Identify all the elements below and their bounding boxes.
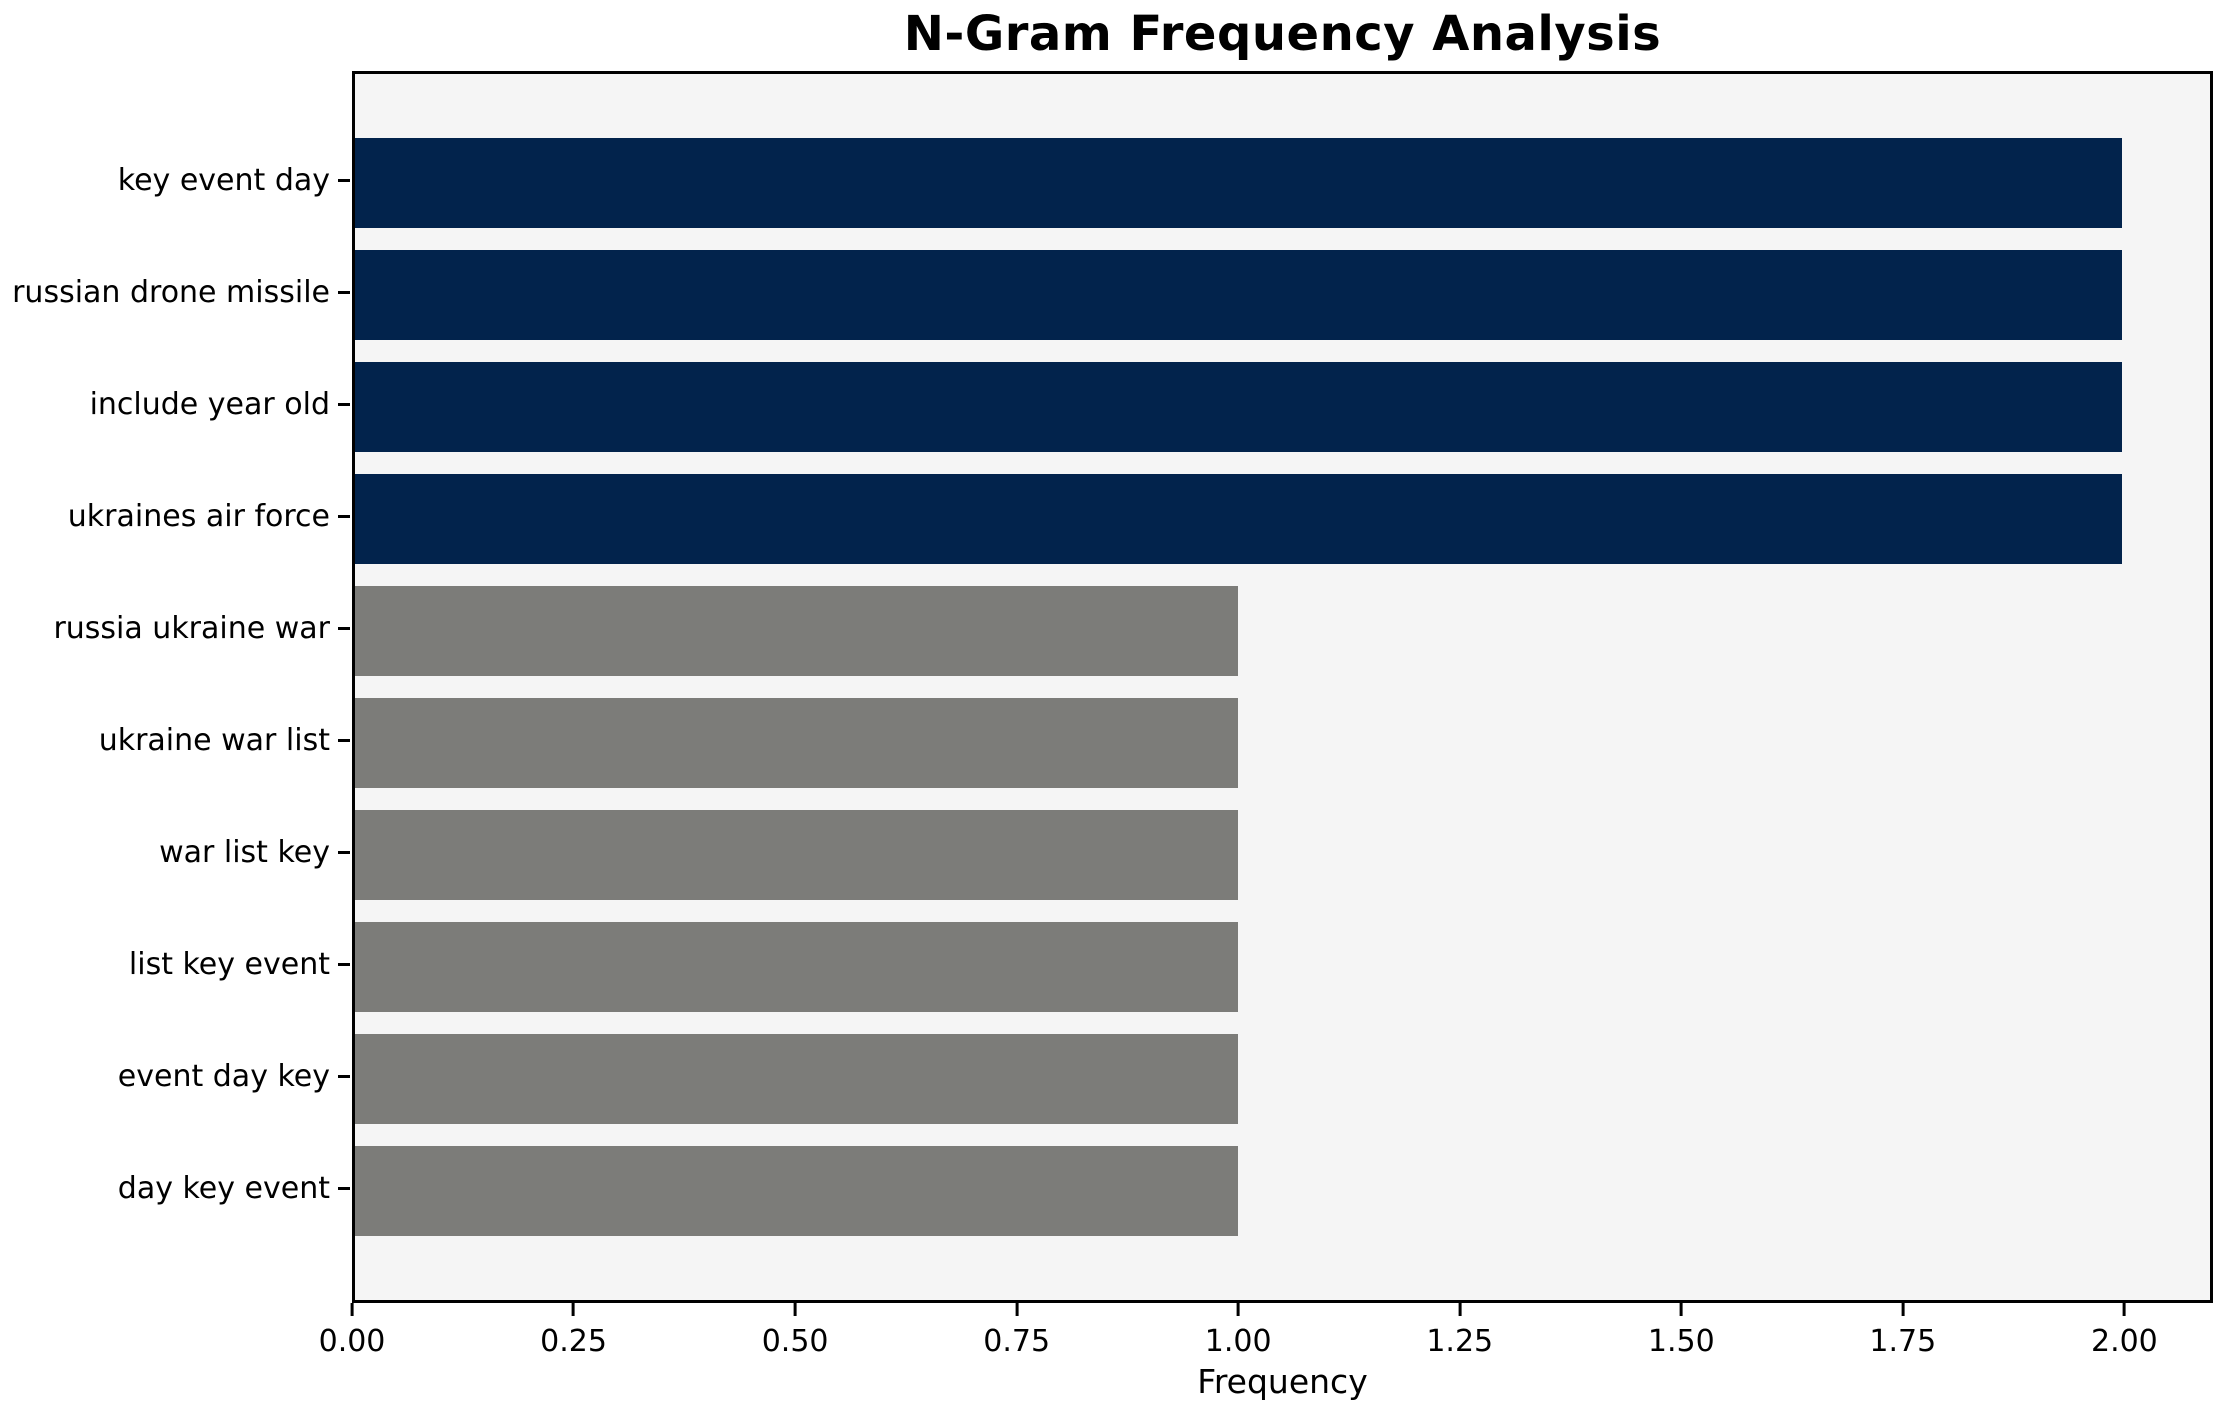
bar-day-key-event: [355, 1146, 1239, 1236]
chart-title: N-Gram Frequency Analysis: [903, 6, 1662, 62]
y-tick-label: day key event: [117, 1170, 330, 1206]
y-tick-mark: [338, 1074, 350, 1078]
y-label-row: russian drone missile: [0, 236, 350, 348]
x-tick-label: 1.25: [1426, 1324, 1494, 1359]
x-tick-label: 0.25: [540, 1324, 607, 1359]
x-tick-mark: [1236, 1303, 1240, 1316]
y-tick-label: russian drone missile: [12, 274, 330, 310]
x-tick: 1.25: [1426, 1303, 1493, 1359]
x-tick-mark: [572, 1303, 576, 1316]
y-label-row: include year old: [0, 348, 350, 460]
y-tick-label: list key event: [128, 946, 330, 982]
y-tick-label: include year old: [89, 386, 330, 422]
y-label-row: ukraines air force: [0, 460, 350, 572]
x-tick-label: 1.50: [1647, 1324, 1715, 1359]
x-tick: 0.25: [540, 1303, 607, 1359]
bar-russian-drone-missile: [355, 250, 2122, 340]
y-tick-mark: [338, 626, 350, 630]
y-label-row: war list key: [0, 796, 350, 908]
y-tick-mark: [338, 402, 350, 406]
y-tick-label: war list key: [159, 834, 330, 870]
bar-band: [355, 1023, 2210, 1135]
y-tick-mark: [338, 514, 350, 518]
x-tick: 2.00: [2091, 1303, 2158, 1359]
x-tick-mark: [350, 1303, 354, 1316]
x-tick-mark: [1015, 1303, 1019, 1316]
x-tick-mark: [793, 1303, 797, 1316]
y-tick-mark: [338, 962, 350, 966]
y-label-row: list key event: [0, 908, 350, 1020]
y-label-row: event day key: [0, 1020, 350, 1132]
bars-container: [355, 127, 2210, 1247]
y-tick-mark: [338, 850, 350, 854]
bar-event-day-key: [355, 1034, 1239, 1124]
x-tick-mark: [2122, 1303, 2126, 1316]
x-tick-label: 0.50: [761, 1324, 829, 1359]
x-tick-label: 2.00: [2090, 1324, 2158, 1359]
bar-ukraine-war-list: [355, 698, 1239, 788]
bar-war-list-key: [355, 810, 1239, 900]
bar-band: [355, 127, 2210, 239]
y-tick-mark: [338, 738, 350, 742]
x-tick: 1.75: [1869, 1303, 1936, 1359]
bar-key-event-day: [355, 138, 2122, 228]
x-tick-mark: [1901, 1303, 1905, 1316]
bar-band: [355, 911, 2210, 1023]
bar-band: [355, 687, 2210, 799]
x-tick-label: 0.75: [983, 1324, 1051, 1359]
bar-band: [355, 239, 2210, 351]
x-tick-mark: [1679, 1303, 1683, 1316]
x-tick-label: 1.75: [1869, 1324, 1937, 1359]
y-tick-mark: [338, 290, 350, 294]
bar-band: [355, 1135, 2210, 1247]
y-tick-mark: [338, 1186, 350, 1190]
x-tick: 1.50: [1648, 1303, 1715, 1359]
x-tick-mark: [1458, 1303, 1462, 1316]
bar-band: [355, 351, 2210, 463]
bar-list-key-event: [355, 922, 1239, 1012]
y-tick-label: ukraine war list: [98, 722, 330, 758]
plot-area: [352, 71, 2213, 1303]
x-tick-label: 0.00: [318, 1324, 386, 1359]
y-tick-label: ukraines air force: [67, 498, 330, 534]
x-tick: 1.00: [1205, 1303, 1272, 1359]
y-label-row: key event day: [0, 124, 350, 236]
x-tick: 0.75: [983, 1303, 1050, 1359]
x-tick: 0.00: [318, 1303, 386, 1359]
bar-include-year-old: [355, 362, 2122, 452]
bar-band: [355, 463, 2210, 575]
bar-band: [355, 575, 2210, 687]
y-tick-label: key event day: [117, 162, 330, 198]
y-tick-mark: [338, 178, 350, 182]
y-tick-label: russia ukraine war: [53, 610, 330, 646]
x-axis-ticks: 0.00 0.25 0.50 0.75 1.00 1.25 1.50 1.75 2.00: [319, 1303, 2213, 1403]
x-tick: 0.50: [761, 1303, 829, 1359]
bar-band: [355, 799, 2210, 911]
y-label-row: ukraine war list: [0, 684, 350, 796]
bar-russia-ukraine-war: [355, 586, 1239, 676]
y-label-row: day key event: [0, 1132, 350, 1244]
y-tick-label: event day key: [117, 1058, 330, 1094]
bar-ukraines-air-force: [355, 474, 2122, 564]
y-label-row: russia ukraine war: [0, 572, 350, 684]
x-tick-label: 1.00: [1204, 1324, 1272, 1359]
x-axis-title: Frequency: [1197, 1362, 1368, 1401]
y-axis-labels: key event day russian drone missile includ…: [0, 124, 350, 1244]
